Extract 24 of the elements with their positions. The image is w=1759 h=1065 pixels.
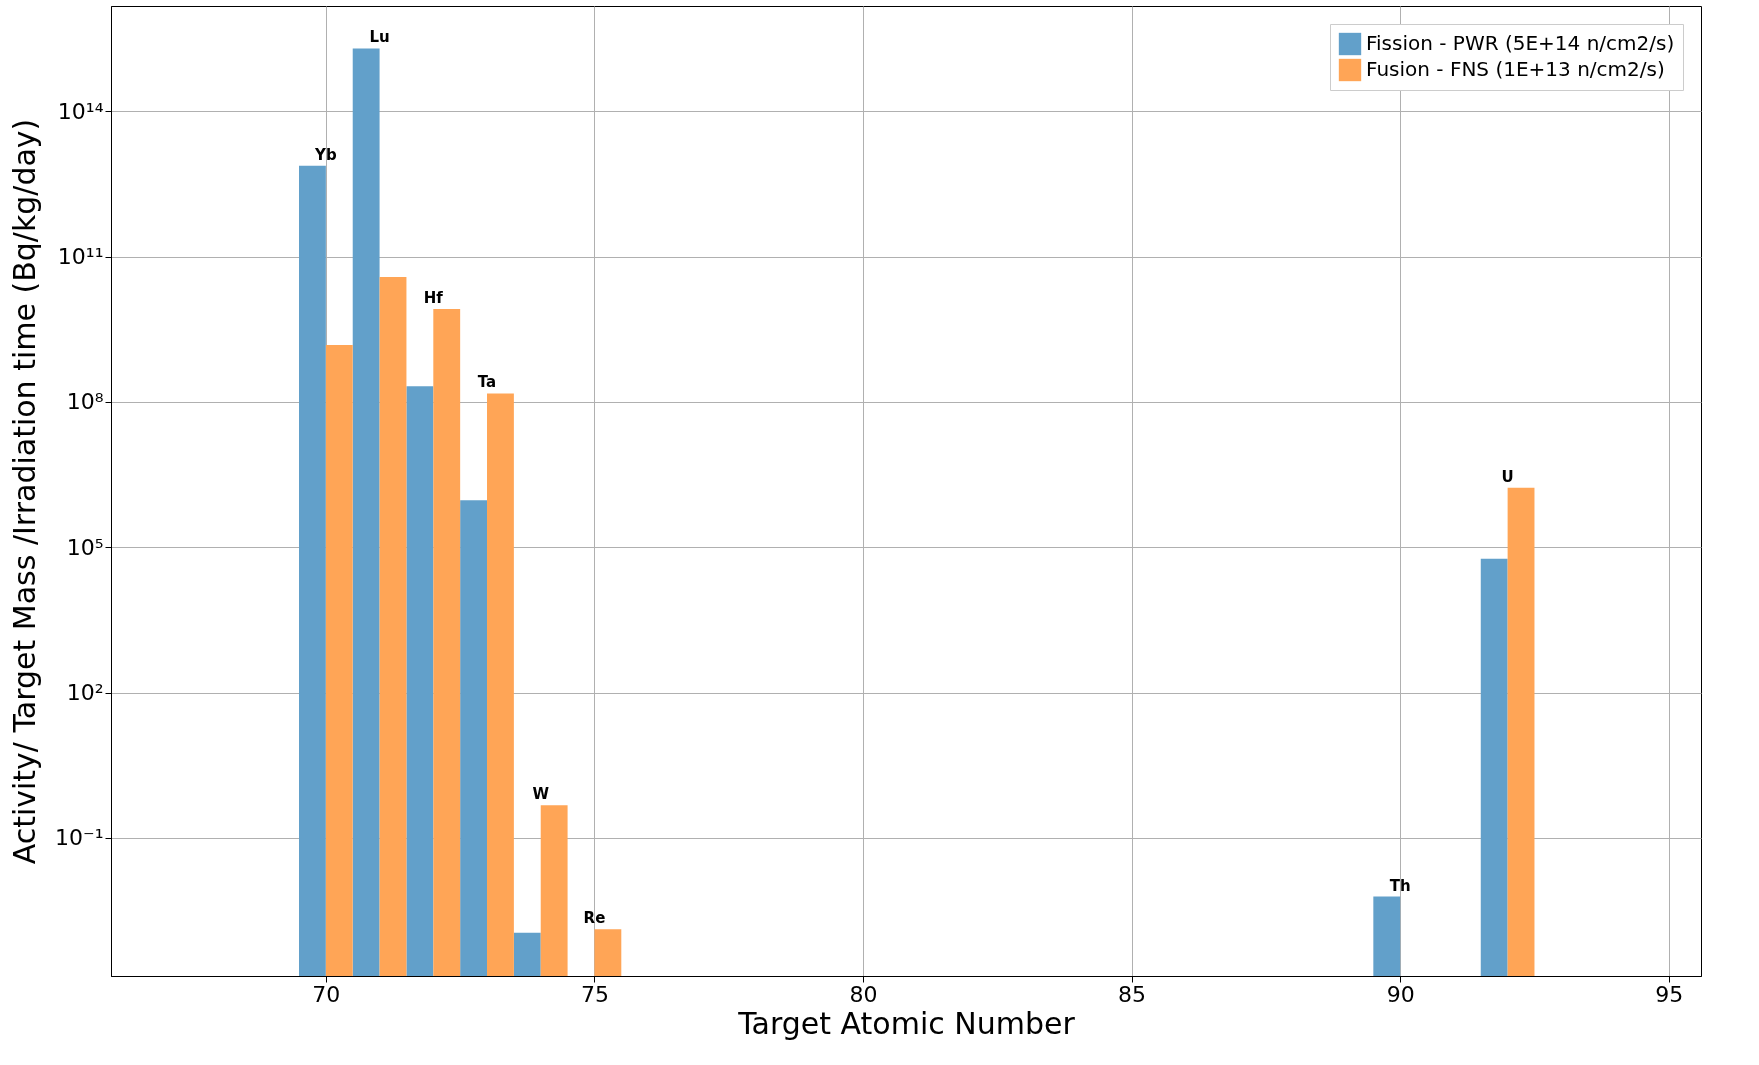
annotation: U <box>1501 467 1514 486</box>
x-tick-label: 90 <box>1386 981 1415 1007</box>
annotation: W <box>532 785 550 804</box>
annotation: Hf <box>423 289 444 308</box>
annotation: Th <box>1389 876 1411 895</box>
y-tick-label: 10⁻¹ <box>55 825 104 851</box>
y-axis-title: Activity/ Target Mass /Irradiation time (Bq/kg/day) <box>7 118 43 865</box>
x-axis-title: Target Atomic Number <box>737 1005 1076 1041</box>
x-tick-label: 85 <box>1118 981 1147 1007</box>
legend-label: Fission - PWR (5E+14 n/cm2/s) <box>1366 31 1675 55</box>
annotation: Yb <box>314 145 337 164</box>
x-tick-label: 70 <box>312 981 341 1007</box>
x-tick-label: 95 <box>1655 981 1684 1007</box>
y-tick-label: 10¹¹ <box>57 244 104 270</box>
legend-label: Fusion - FNS (1E+13 n/cm2/s) <box>1366 57 1665 81</box>
y-tick-label: 10⁸ <box>66 389 104 415</box>
y-tick-label: 10² <box>66 680 104 706</box>
y-tick-label: 10⁵ <box>66 534 104 560</box>
annotation: Ta <box>477 373 497 392</box>
x-tick-label: 80 <box>849 981 878 1007</box>
annotation: Lu <box>369 28 390 47</box>
x-tick-label: 75 <box>580 981 609 1007</box>
y-tick-label: 10¹⁴ <box>57 98 104 124</box>
annotation: Re <box>583 909 606 928</box>
